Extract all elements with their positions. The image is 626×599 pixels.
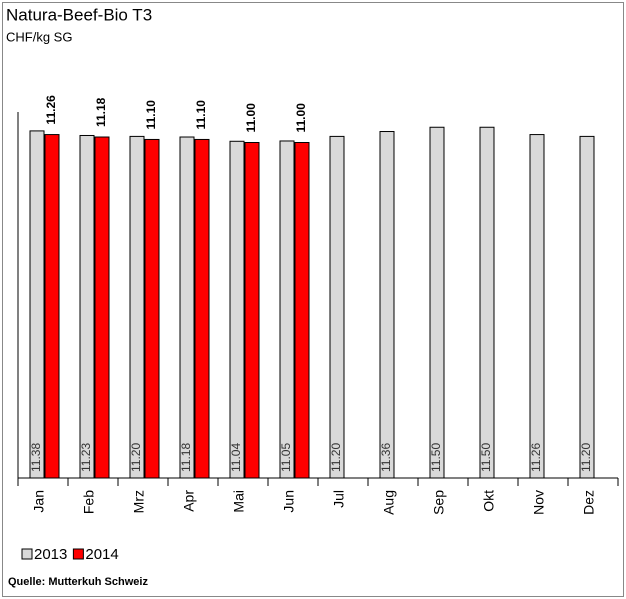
legend-label: 2013 — [34, 546, 67, 563]
x-tick-label: Okt — [481, 490, 497, 512]
value-label: 11.04 — [229, 443, 243, 472]
value-label: 11.36 — [379, 443, 393, 472]
bar — [529, 134, 545, 479]
bar — [479, 126, 495, 479]
value-label: 11.10 — [144, 100, 158, 130]
bar — [294, 142, 310, 479]
bar — [194, 138, 210, 479]
bar — [29, 130, 45, 479]
x-tick-label: Nov — [531, 490, 547, 515]
x-tick-label: Apr — [181, 490, 197, 512]
x-tick-label: Jul — [331, 490, 347, 508]
value-label: 11.00 — [244, 103, 258, 133]
value-label: 11.38 — [29, 443, 43, 472]
chart-title: Natura-Beef-Bio T3 — [6, 5, 152, 24]
chart-subtitle: CHF/kg SG — [6, 29, 72, 44]
value-label: 11.20 — [129, 443, 143, 472]
source-note: Quelle: Mutterkuh Schweiz — [8, 576, 148, 588]
x-tick-label: Dez — [581, 490, 597, 515]
legend-swatch — [21, 548, 33, 560]
bar — [94, 136, 110, 479]
value-label: 11.10 — [194, 100, 208, 130]
value-label: 11.20 — [579, 443, 593, 472]
value-label: 11.00 — [294, 103, 308, 133]
value-label: 11.50 — [429, 443, 443, 472]
bar — [379, 131, 395, 479]
bar — [329, 135, 345, 479]
bar — [244, 142, 260, 479]
value-label: 11.05 — [279, 443, 293, 472]
x-tick-label: Feb — [81, 490, 97, 514]
x-tick-label: Mai — [231, 490, 247, 513]
bar — [129, 135, 145, 479]
bar — [44, 134, 60, 479]
x-tick-label: Jun — [281, 490, 297, 513]
x-tick-label: Mrz — [131, 490, 147, 513]
legend-label: 2014 — [85, 546, 118, 563]
x-tick-label: Aug — [381, 490, 397, 515]
value-label: 11.26 — [529, 443, 543, 472]
bar — [79, 134, 95, 479]
bar — [229, 140, 245, 479]
bar — [179, 136, 195, 479]
legend-swatch — [72, 548, 84, 560]
bar — [279, 140, 295, 479]
x-tick-label: Jan — [31, 490, 47, 513]
value-label: 11.26 — [44, 95, 58, 125]
value-label: 11.23 — [79, 443, 93, 472]
value-label: 11.18 — [94, 97, 108, 127]
value-label: 11.18 — [179, 443, 193, 472]
value-label: 11.20 — [329, 443, 343, 472]
bar — [579, 135, 595, 479]
x-tick-label: Sep — [431, 490, 447, 515]
bar — [429, 126, 445, 479]
bar — [144, 138, 160, 479]
value-label: 11.50 — [479, 443, 493, 472]
